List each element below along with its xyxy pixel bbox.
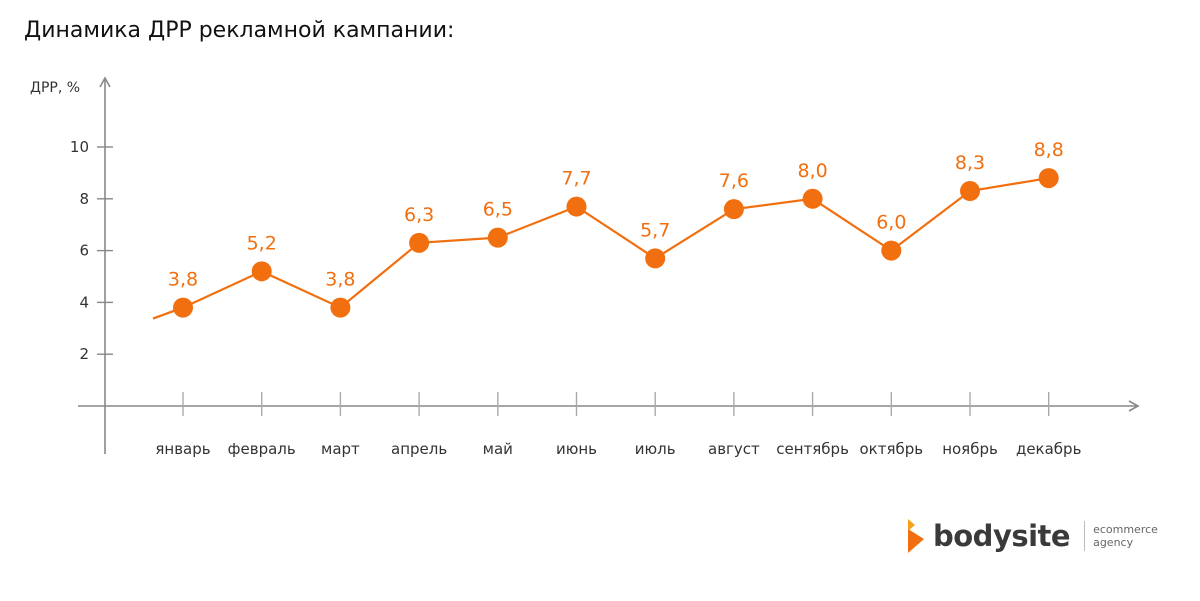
data-labels: 3,8 5,2 3,8 6,3 6,5 7,7 5,7 7,6 8,0 6,0 8,3 8,8 bbox=[168, 139, 1064, 290]
y-tick-label: 4 bbox=[79, 293, 89, 311]
data-point bbox=[881, 240, 902, 261]
y-tick-label: 6 bbox=[79, 242, 89, 260]
x-tick-label: февраль bbox=[228, 440, 296, 458]
x-tick-label: январь bbox=[155, 440, 210, 458]
x-tick-label: ноябрь bbox=[942, 440, 998, 458]
y-axis-arrow bbox=[99, 76, 111, 88]
data-point bbox=[723, 199, 744, 220]
x-tick-label: август bbox=[708, 440, 760, 458]
y-ticks: 2 4 6 8 10 bbox=[70, 138, 113, 363]
x-tick-label: октябрь bbox=[859, 440, 923, 458]
chart-title: Динамика ДРР рекламной кампании: bbox=[24, 18, 455, 43]
data-label: 5,2 bbox=[247, 232, 277, 254]
data-point bbox=[1038, 168, 1059, 189]
logo-tagline: ecommerce agency bbox=[1093, 523, 1158, 549]
x-tick-label: декабрь bbox=[1016, 440, 1081, 458]
logo-wordmark: bodysite bbox=[933, 519, 1071, 553]
data-label: 6,0 bbox=[876, 212, 906, 234]
logo-tagline-line1: ecommerce bbox=[1093, 523, 1158, 536]
x-axis-arrow bbox=[1128, 400, 1140, 412]
x-tick-label: май bbox=[483, 440, 513, 458]
data-point bbox=[173, 297, 193, 318]
data-label: 6,5 bbox=[483, 199, 513, 221]
data-label: 8,8 bbox=[1034, 139, 1064, 161]
data-point bbox=[566, 196, 587, 217]
data-label: 3,8 bbox=[168, 269, 198, 291]
data-label: 5,7 bbox=[640, 219, 670, 241]
y-tick-label: 8 bbox=[79, 190, 89, 208]
data-point bbox=[251, 261, 272, 282]
x-tick-labels: январь февраль март апрель май июнь июль август… bbox=[155, 392, 1081, 458]
y-tick-label: 10 bbox=[70, 138, 89, 156]
x-tick-label: июнь bbox=[556, 440, 597, 458]
series-line-group bbox=[152, 176, 1049, 320]
logo-mark-icon bbox=[908, 519, 924, 553]
series-line bbox=[152, 176, 1049, 320]
data-label: 6,3 bbox=[404, 204, 434, 226]
data-point bbox=[960, 181, 980, 202]
data-label: 8,0 bbox=[797, 160, 827, 182]
data-point bbox=[802, 188, 823, 209]
axes bbox=[78, 76, 1140, 454]
x-tick-label: июль bbox=[635, 440, 676, 458]
data-points bbox=[173, 168, 1059, 318]
data-point bbox=[487, 227, 508, 248]
bodysite-logo: bodysite ecommerce agency bbox=[905, 516, 1158, 556]
y-axis-label: ДРР, % bbox=[30, 80, 80, 96]
data-label: 7,6 bbox=[719, 170, 749, 192]
x-tick-label: апрель bbox=[391, 440, 447, 458]
x-tick-label: сентябрь bbox=[776, 440, 849, 458]
data-label: 8,3 bbox=[955, 152, 985, 174]
data-label: 7,7 bbox=[561, 168, 591, 190]
data-point bbox=[409, 232, 430, 253]
x-tick-label: март bbox=[321, 440, 360, 458]
y-tick-label: 2 bbox=[79, 345, 89, 363]
data-point bbox=[645, 248, 666, 269]
data-point bbox=[330, 297, 351, 318]
data-label: 3,8 bbox=[325, 269, 355, 291]
logo-divider bbox=[1084, 521, 1086, 551]
logo-tagline-line2: agency bbox=[1093, 536, 1134, 549]
